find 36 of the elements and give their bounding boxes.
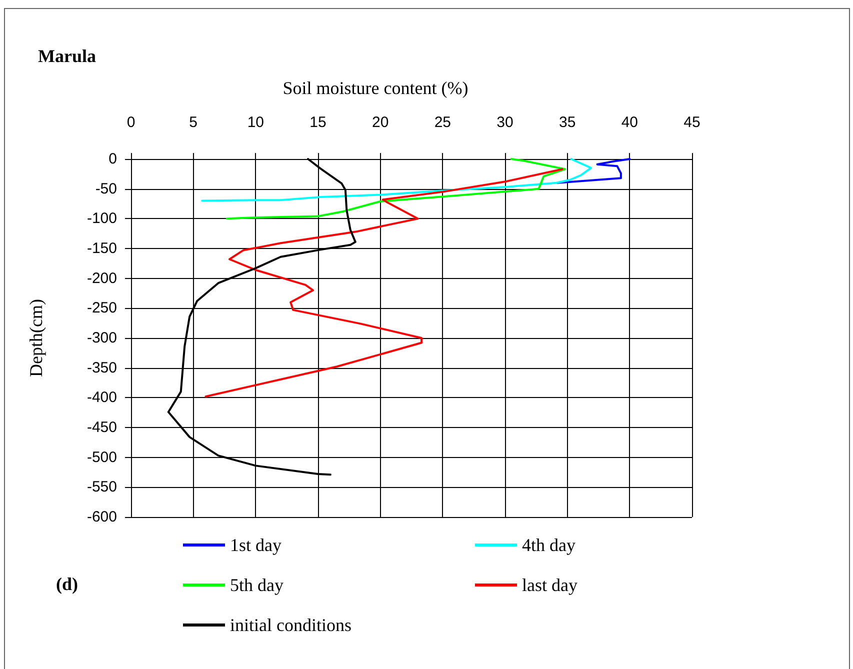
line-series — [201, 158, 592, 202]
legend-label: 5th day — [230, 575, 284, 595]
y-tick-label: -400 — [86, 389, 117, 406]
y-axis-title: Depth(cm) — [26, 299, 46, 377]
y-tick-label: -200 — [86, 270, 117, 287]
x-tick-label: 30 — [496, 114, 514, 131]
y-tick-label: 0 — [108, 150, 117, 168]
x-tick-label: 35 — [558, 114, 576, 131]
y-tick-label: -300 — [86, 330, 117, 346]
x-tick-label: 0 — [126, 114, 136, 131]
x-tick-label: 25 — [434, 114, 452, 131]
y-tick-label: -550 — [86, 478, 117, 496]
y-tick-label: -250 — [86, 300, 117, 317]
x-axis-title: Soil moisture content (%) — [282, 78, 468, 98]
line-series — [226, 158, 566, 220]
y-tick-label: -50 — [95, 180, 117, 198]
y-tick-label: -150 — [86, 240, 117, 257]
x-tick-label: 45 — [684, 114, 700, 131]
x-tick-label: 40 — [621, 114, 638, 131]
y-tick-label: -600 — [86, 508, 117, 526]
y-tick-label: -500 — [86, 448, 117, 466]
legend-label: last day — [522, 575, 578, 595]
legend-label: initial conditions — [230, 615, 352, 635]
x-tick-label: 20 — [372, 114, 389, 131]
y-tick-label: -450 — [86, 419, 117, 436]
text: (d) — [56, 574, 78, 594]
chart-title: Marula — [38, 46, 96, 66]
x-tick-label: 15 — [310, 114, 326, 131]
x-tick-label: 10 — [247, 114, 264, 131]
y-tick-label: -100 — [86, 210, 117, 228]
legend-label: 4th day — [522, 535, 576, 555]
y-tick-label: -350 — [86, 359, 117, 376]
legend-label: 1st day — [230, 535, 282, 555]
line-series — [204, 168, 564, 398]
line-series — [556, 158, 631, 184]
x-tick-label: 5 — [189, 114, 198, 131]
